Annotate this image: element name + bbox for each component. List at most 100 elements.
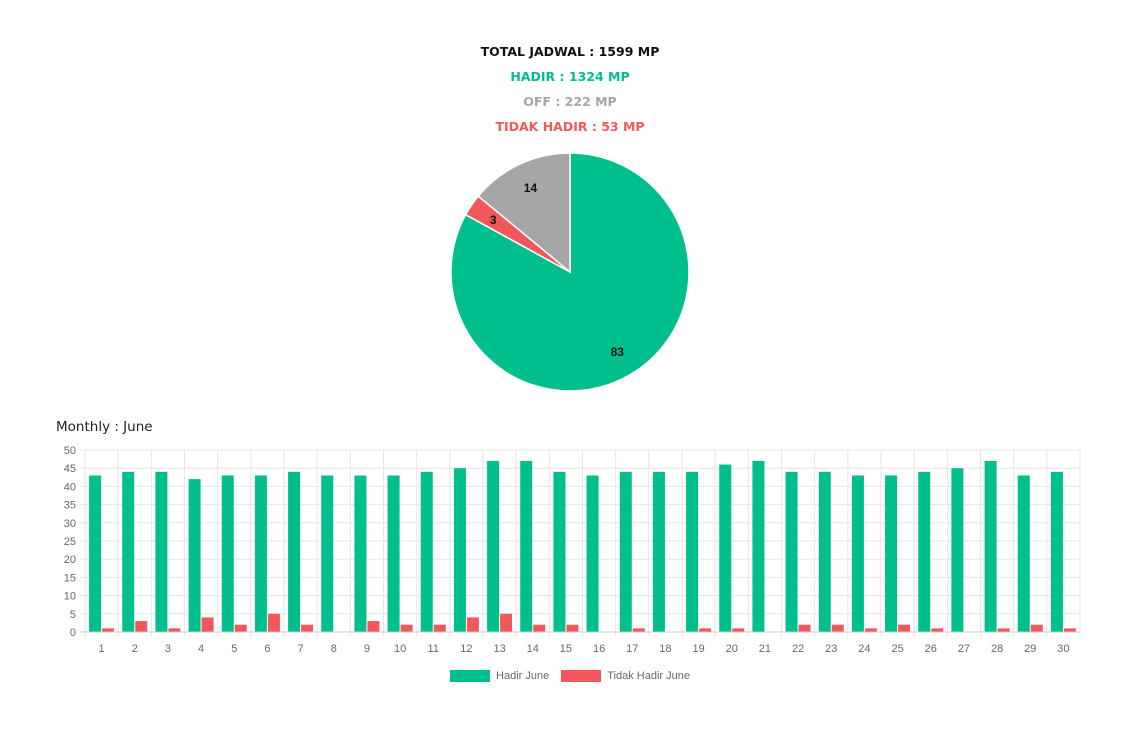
bar-tidak-hadir-day-9[interactable] bbox=[367, 621, 380, 632]
bar-tidak-hadir-day-1[interactable] bbox=[102, 628, 115, 632]
bar-tidak-hadir-day-12[interactable] bbox=[466, 617, 479, 632]
bar-hadir-day-18[interactable] bbox=[652, 471, 665, 632]
bar-hadir-day-8[interactable] bbox=[321, 475, 334, 632]
bar-hadir-day-5[interactable] bbox=[221, 475, 234, 632]
legend-swatch-tidak-hadir bbox=[561, 670, 602, 682]
bar-hadir-day-23[interactable] bbox=[818, 471, 831, 632]
x-tick-label: 10 bbox=[394, 643, 406, 655]
bar-hadir-day-19[interactable] bbox=[686, 471, 699, 632]
legend-swatch-hadir bbox=[450, 670, 491, 682]
bar-hadir-day-13[interactable] bbox=[487, 460, 500, 632]
bar-tidak-hadir-day-10[interactable] bbox=[400, 624, 413, 632]
bar-tidak-hadir-day-17[interactable] bbox=[632, 628, 645, 632]
y-tick-label: 15 bbox=[64, 572, 76, 584]
x-tick-label: 21 bbox=[759, 643, 771, 655]
bar-tidak-hadir-day-15[interactable] bbox=[566, 624, 579, 632]
x-tick-label: 22 bbox=[792, 643, 804, 655]
bar-tidak-hadir-day-14[interactable] bbox=[533, 624, 546, 632]
bar-hadir-day-6[interactable] bbox=[254, 475, 267, 632]
bar-hadir-day-9[interactable] bbox=[354, 475, 367, 632]
bar-tidak-hadir-day-2[interactable] bbox=[135, 621, 148, 632]
bar-hadir-day-4[interactable] bbox=[188, 479, 201, 632]
bar-tidak-hadir-day-29[interactable] bbox=[1030, 624, 1043, 632]
bar-tidak-hadir-day-13[interactable] bbox=[500, 613, 513, 632]
bar-hadir-day-11[interactable] bbox=[420, 471, 433, 632]
off-total-text: OFF : 222 MP bbox=[523, 94, 617, 109]
y-tick-label: 45 bbox=[64, 463, 76, 475]
tidak-hadir-total-text: TIDAK HADIR : 53 MP bbox=[495, 119, 645, 134]
x-tick-label: 25 bbox=[891, 643, 903, 655]
x-tick-label: 6 bbox=[264, 643, 270, 655]
bar-hadir-day-26[interactable] bbox=[918, 471, 931, 632]
pie-label-hadir: 83 bbox=[611, 345, 625, 359]
pie-slice-off[interactable] bbox=[477, 152, 571, 274]
bar-tidak-hadir-day-19[interactable] bbox=[699, 628, 712, 632]
x-tick-label: 8 bbox=[331, 643, 337, 655]
bar-tidak-hadir-day-7[interactable] bbox=[301, 624, 314, 632]
legend-item-tidak-hadir[interactable]: Tidak Hadir June bbox=[561, 670, 690, 682]
x-tick-label: 4 bbox=[198, 643, 204, 655]
bar-hadir-day-22[interactable] bbox=[785, 471, 798, 632]
bar-hadir-day-15[interactable] bbox=[553, 471, 566, 632]
bar-hadir-day-16[interactable] bbox=[586, 475, 599, 632]
x-tick-label: 14 bbox=[527, 643, 539, 655]
x-tick-label: 20 bbox=[726, 643, 738, 655]
bar-tidak-hadir-day-30[interactable] bbox=[1063, 628, 1076, 632]
bar-tidak-hadir-day-4[interactable] bbox=[201, 617, 214, 632]
bar-hadir-day-20[interactable] bbox=[719, 464, 732, 632]
bar-tidak-hadir-day-20[interactable] bbox=[732, 628, 745, 632]
bar-tidak-hadir-day-25[interactable] bbox=[898, 624, 911, 632]
bar-hadir-day-1[interactable] bbox=[89, 475, 102, 632]
y-tick-label: 35 bbox=[64, 500, 76, 512]
x-tick-label: 19 bbox=[692, 643, 704, 655]
bar-tidak-hadir-day-22[interactable] bbox=[798, 624, 811, 632]
bar-hadir-day-10[interactable] bbox=[387, 475, 400, 632]
x-tick-label: 30 bbox=[1057, 643, 1069, 655]
pie-label-tidak-hadir: 3 bbox=[490, 213, 497, 227]
bar-tidak-hadir-day-28[interactable] bbox=[997, 628, 1010, 632]
x-tick-label: 16 bbox=[593, 643, 605, 655]
x-tick-label: 28 bbox=[991, 643, 1003, 655]
bar-hadir-day-30[interactable] bbox=[1050, 471, 1063, 632]
bar-hadir-day-12[interactable] bbox=[453, 468, 466, 632]
bar-tidak-hadir-day-23[interactable] bbox=[831, 624, 844, 632]
bar-hadir-day-2[interactable] bbox=[122, 471, 135, 632]
bar-hadir-day-14[interactable] bbox=[520, 460, 533, 632]
bar-hadir-day-17[interactable] bbox=[619, 471, 632, 632]
legend-item-hadir[interactable]: Hadir June bbox=[450, 670, 549, 682]
attendance-pie-chart: 83 3 14 bbox=[450, 152, 690, 392]
pie-label-off: 14 bbox=[524, 181, 538, 195]
x-tick-label: 15 bbox=[560, 643, 572, 655]
x-tick-label: 18 bbox=[659, 643, 671, 655]
x-tick-label: 3 bbox=[165, 643, 171, 655]
x-tick-label: 5 bbox=[231, 643, 237, 655]
y-tick-label: 0 bbox=[70, 627, 76, 639]
bar-hadir-day-28[interactable] bbox=[984, 460, 997, 632]
y-tick-label: 5 bbox=[70, 609, 76, 621]
legend-label-tidak-hadir: Tidak Hadir June bbox=[607, 670, 690, 682]
x-tick-label: 29 bbox=[1024, 643, 1036, 655]
legend-label-hadir: Hadir June bbox=[496, 670, 550, 682]
bar-tidak-hadir-day-24[interactable] bbox=[864, 628, 877, 632]
bar-hadir-day-27[interactable] bbox=[951, 468, 964, 632]
bar-tidak-hadir-day-26[interactable] bbox=[931, 628, 944, 632]
x-tick-label: 27 bbox=[958, 643, 970, 655]
bar-tidak-hadir-day-5[interactable] bbox=[234, 624, 247, 632]
bar-hadir-day-7[interactable] bbox=[288, 471, 301, 632]
bar-tidak-hadir-day-11[interactable] bbox=[433, 624, 446, 632]
bar-hadir-day-3[interactable] bbox=[155, 471, 168, 632]
y-tick-label: 30 bbox=[64, 518, 76, 530]
y-tick-label: 40 bbox=[64, 481, 76, 493]
bar-tidak-hadir-day-3[interactable] bbox=[168, 628, 181, 632]
y-tick-label: 25 bbox=[64, 536, 76, 548]
x-tick-label: 23 bbox=[825, 643, 837, 655]
bar-tidak-hadir-day-6[interactable] bbox=[267, 613, 280, 632]
x-tick-label: 2 bbox=[132, 643, 138, 655]
bar-hadir-day-29[interactable] bbox=[1017, 475, 1030, 632]
bar-hadir-day-21[interactable] bbox=[752, 460, 765, 632]
bar-hadir-day-25[interactable] bbox=[885, 475, 898, 632]
x-tick-label: 17 bbox=[626, 643, 638, 655]
total-jadwal-text: TOTAL JADWAL : 1599 MP bbox=[480, 44, 660, 59]
y-tick-label: 50 bbox=[64, 445, 76, 457]
bar-hadir-day-24[interactable] bbox=[851, 475, 864, 632]
